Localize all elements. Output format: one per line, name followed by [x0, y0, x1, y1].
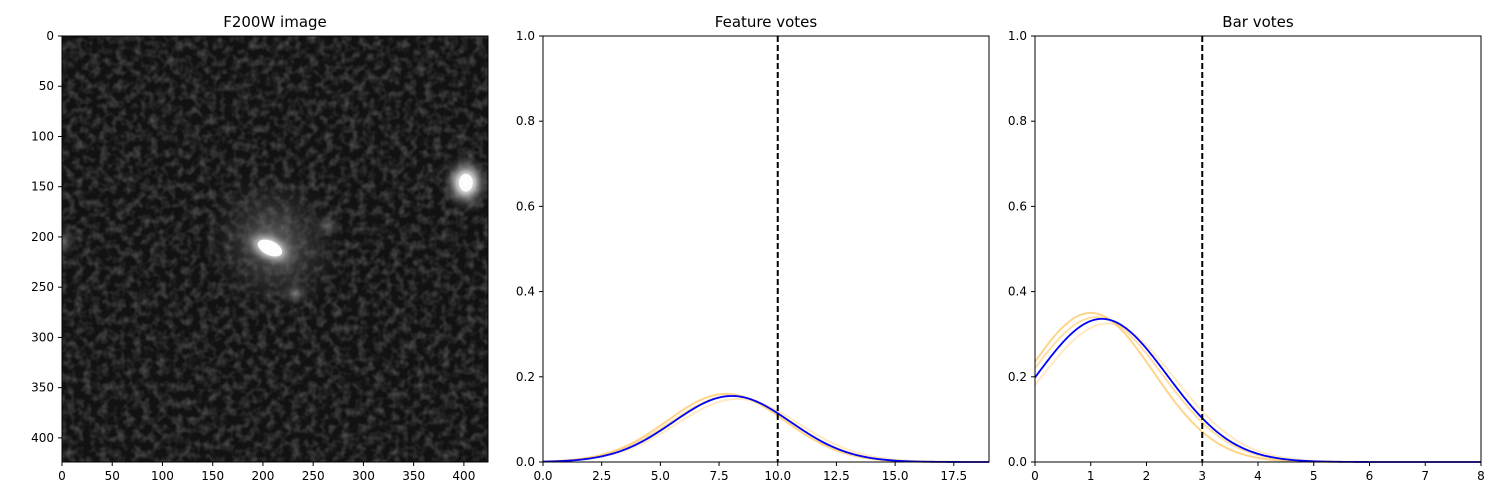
image-x-ticks: 0 50 100 150 200 250 300 350 400: [58, 462, 475, 483]
x-tick-label: 15.0: [882, 469, 909, 483]
y-tick-label: 0.6: [1008, 199, 1027, 213]
x-tick-label: 17.5: [940, 469, 967, 483]
x-tick-label: 1: [1087, 469, 1095, 483]
image-source-0: [202, 167, 347, 320]
x-tick-label: 7: [1421, 469, 1429, 483]
image-source-3: [311, 213, 344, 239]
y-tick-label: 0.8: [1008, 114, 1027, 128]
y-tick-label: 0.2: [1008, 370, 1027, 384]
x-tick-label: 5: [1310, 469, 1318, 483]
bar-votes-plot-bg: [1035, 36, 1481, 462]
x-tick-label: 12.5: [823, 469, 850, 483]
y-tick-label: 200: [31, 230, 54, 244]
bar-votes-title: Bar votes: [1222, 13, 1294, 31]
x-tick-label: 4: [1254, 469, 1262, 483]
x-tick-label: 400: [452, 469, 475, 483]
image-source-2: [277, 279, 313, 308]
x-tick-label: 10.0: [764, 469, 791, 483]
x-tick-label: 3: [1198, 469, 1206, 483]
feature-votes-y-ticks: 0.0 0.2 0.4 0.6 0.8 1.0: [516, 29, 543, 469]
feature-votes-title: Feature votes: [715, 13, 818, 31]
feature-votes-frame: [542, 35, 990, 463]
x-tick-label: 50: [105, 469, 120, 483]
mean-curve: [542, 395, 990, 463]
image-frame: [61, 35, 489, 463]
y-tick-label: 400: [31, 431, 54, 445]
x-tick-label: 300: [352, 469, 375, 483]
x-tick-label: 0: [58, 469, 66, 483]
source-faint: [311, 213, 344, 239]
y-tick-label: 250: [31, 280, 54, 294]
image-title: F200W image: [223, 13, 327, 31]
y-tick-label: 0.2: [516, 370, 535, 384]
bar-votes-y-ticks: 0.0 0.2 0.4 0.6 0.8 1.0: [1008, 29, 1035, 469]
x-tick-label: 8: [1477, 469, 1485, 483]
feature-votes-x-ticks: 0.0 2.5 5.0 7.5 10.0 12.5 15.0 17.5: [533, 462, 967, 483]
y-tick-label: 350: [31, 381, 54, 395]
source-center: [458, 173, 473, 192]
y-tick-label: 150: [31, 180, 54, 194]
y-tick-label: 300: [31, 330, 54, 344]
image-panel: F200W image 0 50 100 150 200 250 300 350 400 0 50…: [31, 13, 489, 483]
image-y-ticks: 0 50 100 150 200 250 300 350 400: [31, 29, 62, 445]
y-tick-label: 1.0: [1008, 29, 1027, 43]
x-tick-label: 100: [151, 469, 174, 483]
y-tick-label: 100: [31, 129, 54, 143]
x-tick-label: 5.0: [651, 469, 670, 483]
feature-votes-panel: Feature votes 0.0 2.5 5.0 7.5 10.0 12.5 15.0 17…: [516, 13, 990, 483]
x-tick-label: 150: [201, 469, 224, 483]
source-center: [257, 239, 283, 257]
x-tick-label: 250: [302, 469, 325, 483]
y-tick-label: 0.4: [1008, 285, 1027, 299]
feature-votes-plot-bg: [543, 36, 989, 462]
x-tick-label: 200: [251, 469, 274, 483]
x-tick-label: 2.5: [592, 469, 611, 483]
image-source-edge: [62, 223, 78, 260]
x-tick-label: 0: [1031, 469, 1039, 483]
source-faint: [277, 279, 313, 308]
y-tick-label: 0: [46, 29, 54, 43]
image-source-1: [439, 152, 488, 213]
bar-votes-panel: Bar votes 0 1 2 3 4 5 6 7 8 0.0 0.2 0.4 0.6 0.8 1.0: [1008, 13, 1485, 483]
x-tick-label: 0.0: [533, 469, 552, 483]
y-tick-label: 50: [39, 79, 54, 93]
image-plot-area: [62, 36, 488, 462]
bar-votes-x-ticks: 0 1 2 3 4 5 6 7 8: [1031, 462, 1485, 483]
y-tick-label: 0.4: [516, 285, 535, 299]
x-tick-label: 7.5: [710, 469, 729, 483]
x-tick-label: 350: [402, 469, 425, 483]
x-tick-label: 6: [1366, 469, 1374, 483]
y-tick-label: 0.0: [1008, 455, 1027, 469]
y-tick-label: 1.0: [516, 29, 535, 43]
y-tick-label: 0.6: [516, 199, 535, 213]
y-tick-label: 0.0: [516, 455, 535, 469]
y-tick-label: 0.8: [516, 114, 535, 128]
x-tick-label: 2: [1143, 469, 1151, 483]
